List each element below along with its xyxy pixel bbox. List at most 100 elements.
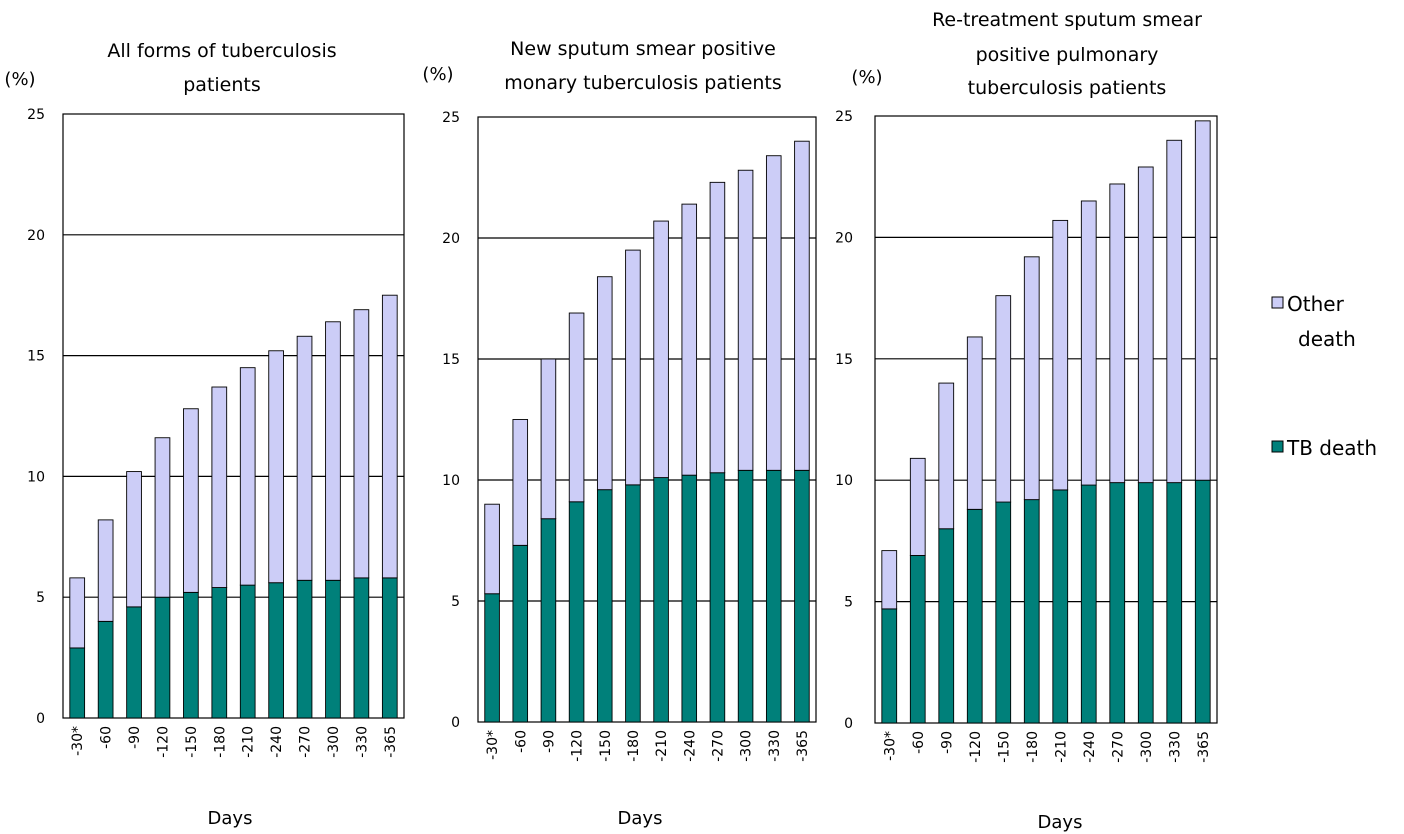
- bar-tb-death: [1052, 489, 1069, 724]
- x-tick-label: -365: [383, 726, 399, 758]
- x-tick-label: -90: [127, 726, 143, 749]
- bar-other-death: [625, 249, 641, 486]
- bar-tb-death: [381, 577, 398, 719]
- x-tick-label: -300: [1139, 731, 1155, 763]
- y-tick-label: 0: [844, 716, 853, 732]
- bar-tb-death: [765, 469, 782, 723]
- bar-tb-death: [325, 579, 341, 719]
- bar-other-death: [512, 419, 529, 546]
- x-tick-label: -210: [1053, 731, 1069, 763]
- bar-other-death: [1052, 219, 1069, 491]
- bar-other-death: [126, 471, 142, 608]
- bar-tb-death: [568, 501, 585, 723]
- x-tick-label: -180: [1025, 731, 1041, 763]
- x-tick-label: -120: [570, 730, 586, 762]
- bar-tb-death: [909, 555, 926, 724]
- y-tick-label: 25: [835, 109, 853, 125]
- bar-tb-death: [938, 528, 955, 724]
- x-tick-label: -330: [1167, 731, 1183, 763]
- bar-tb-death: [1109, 482, 1126, 724]
- x-tick-label: -30*: [70, 726, 86, 756]
- bar-tb-death: [268, 582, 284, 719]
- bar-tb-death: [1023, 499, 1040, 724]
- x-tick-label: -210: [241, 726, 257, 758]
- bar-other-death: [681, 203, 698, 476]
- x-axis-label: Days: [1038, 812, 1083, 833]
- bar-tb-death: [794, 469, 810, 723]
- x-tick-label: -60: [513, 730, 529, 753]
- bar-tb-death: [681, 474, 698, 723]
- y-tick-label: 15: [27, 349, 45, 365]
- bar-tb-death: [97, 620, 114, 719]
- bar-other-death: [268, 350, 284, 584]
- x-tick-label: -120: [155, 726, 171, 758]
- bar-other-death: [653, 220, 669, 479]
- bar-tb-death: [1080, 484, 1097, 724]
- bar-other-death: [1023, 256, 1040, 501]
- bar-other-death: [211, 386, 228, 588]
- bar-tb-death: [126, 606, 142, 719]
- bar-other-death: [938, 382, 955, 530]
- bar-other-death: [596, 276, 613, 491]
- bar-tb-death: [353, 577, 370, 719]
- bar-tb-death: [154, 596, 171, 719]
- chart-title: Re-treatment sputum smear: [932, 9, 1202, 31]
- y-tick-label: 5: [36, 590, 45, 606]
- x-tick-label: -270: [298, 726, 314, 758]
- bar-other-death: [325, 321, 341, 581]
- y-tick-label: 15: [442, 352, 460, 368]
- x-tick-label: -270: [1110, 731, 1126, 763]
- x-tick-label: -150: [598, 730, 614, 762]
- x-tick-label: -90: [939, 731, 955, 754]
- x-tick-label: -240: [269, 726, 285, 758]
- x-tick-label: -300: [739, 730, 755, 762]
- y-tick-label: 10: [835, 473, 853, 489]
- bar-other-death: [909, 457, 926, 556]
- chart-title: patients: [183, 74, 261, 96]
- bar-tb-death: [183, 591, 199, 719]
- x-tick-label: -150: [996, 731, 1012, 763]
- chart-title: positive pulmonary: [976, 44, 1159, 66]
- y-tick-label: 10: [442, 473, 460, 489]
- bar-other-death: [69, 577, 86, 649]
- chart-title: monary tuberculosis patients: [504, 72, 782, 94]
- x-tick-label: -60: [911, 731, 927, 754]
- x-tick-label: -330: [767, 730, 783, 762]
- plot-area: [874, 115, 1218, 724]
- bar-tb-death: [484, 593, 500, 723]
- legend-label: TB death: [1286, 436, 1377, 460]
- bar-tb-death: [625, 484, 641, 723]
- y-tick-label: 20: [27, 228, 45, 244]
- x-tick-label: -90: [541, 730, 557, 753]
- bar-other-death: [1109, 183, 1126, 484]
- y-axis-label: (%): [851, 67, 882, 88]
- y-tick-label: 20: [835, 230, 853, 246]
- y-tick-label: 5: [844, 595, 853, 611]
- y-tick-label: 15: [835, 352, 853, 368]
- y-tick-label: 0: [451, 715, 460, 731]
- chart-panel-2: 0 5 10 15 20 25 -30* -60 -90 -120 -150 -180 -210 -240…: [422, 38, 817, 829]
- chart-title: New sputum smear positive: [510, 38, 776, 60]
- x-tick-label: -180: [212, 726, 228, 758]
- bar-other-death: [568, 312, 585, 503]
- y-tick-label: 5: [451, 594, 460, 610]
- x-axis-label: Days: [618, 808, 663, 829]
- legend-swatch: [1271, 440, 1284, 453]
- bar-other-death: [239, 367, 256, 586]
- y-tick-label: 10: [27, 469, 45, 485]
- chart-panel-1: 0 5 10 15 20 25 -30* -60 -90 -120 -150 -180 -210 -240…: [4, 40, 405, 829]
- y-tick-label: 25: [27, 107, 45, 123]
- bar-other-death: [966, 336, 983, 510]
- bar-other-death: [484, 503, 500, 595]
- bar-other-death: [540, 358, 557, 520]
- legend-swatch: [1271, 296, 1284, 309]
- bar-tb-death: [596, 489, 613, 723]
- bar-tb-death: [211, 587, 228, 719]
- bar-other-death: [296, 335, 313, 581]
- bar-tb-death: [653, 477, 669, 723]
- plot-area: [62, 113, 405, 719]
- bar-tb-death: [995, 501, 1012, 724]
- bar-tb-death: [1166, 482, 1183, 724]
- bar-tb-death: [709, 472, 726, 723]
